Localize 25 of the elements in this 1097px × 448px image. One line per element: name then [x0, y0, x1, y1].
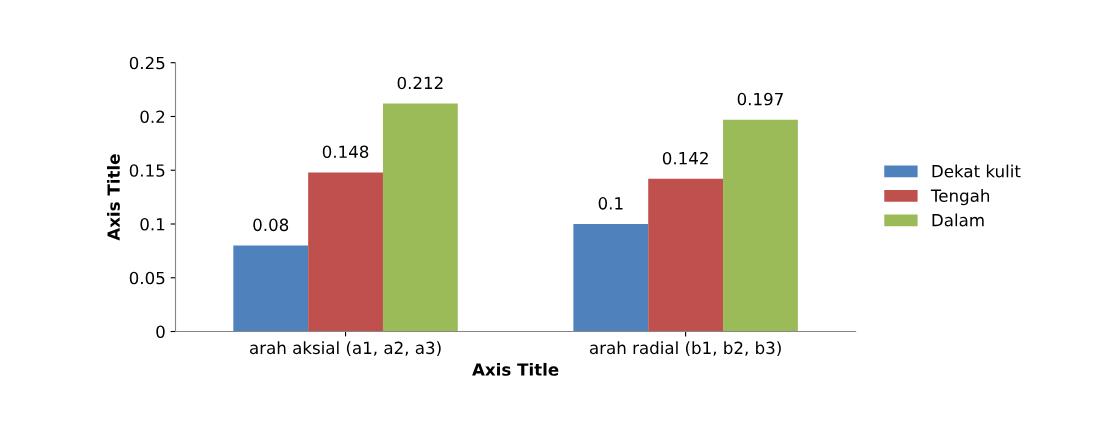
y-axis-title: Axis Title	[107, 154, 120, 241]
x-axis-title: Axis Title	[472, 362, 559, 376]
bar	[573, 224, 649, 332]
x-tick-label: arah aksial (a1, a2, a3)	[250, 341, 441, 357]
legend-label: Dekat kulit	[932, 164, 1021, 178]
y-tick-label: 0.25	[129, 56, 165, 70]
data-label: 0.197	[737, 92, 783, 106]
y-tick-label: 0.2	[140, 110, 165, 124]
bar	[382, 103, 458, 332]
x-tick-label: arah radial (b1, b2, b3)	[589, 341, 781, 357]
y-tick-label: 0	[156, 325, 165, 339]
legend-label: Dalam	[932, 213, 984, 227]
y-tick-label: 0.1	[140, 217, 165, 231]
legend-label: Tengah	[930, 189, 990, 206]
data-label: 0.08	[253, 218, 289, 232]
bar	[233, 245, 309, 332]
bar	[723, 119, 798, 332]
data-label: 0.148	[322, 145, 369, 159]
y-tick-label: 0.05	[129, 271, 165, 285]
bar	[308, 172, 383, 332]
data-label: 0.212	[397, 76, 443, 90]
bar	[648, 178, 724, 332]
data-label: 0.1	[598, 197, 623, 210]
y-tick-label: 0.15	[129, 164, 165, 177]
data-label: 0.142	[662, 151, 708, 165]
